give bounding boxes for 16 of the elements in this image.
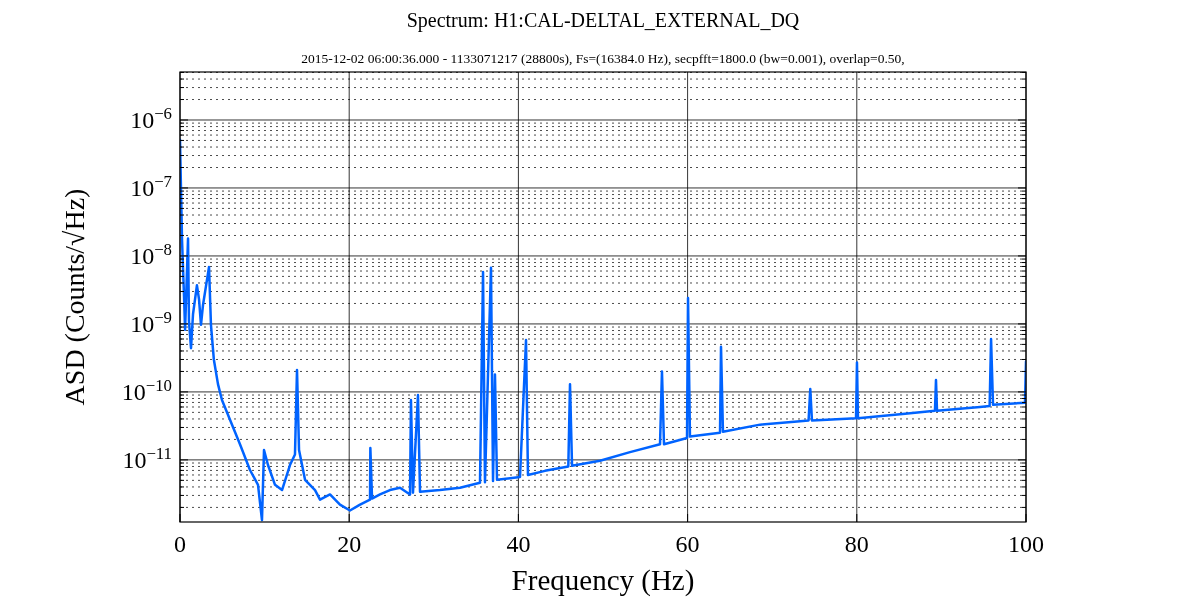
y-tick-label: 10$^{−6}$ [130, 103, 172, 133]
y-tick-label: 10$^{−9}$ [130, 307, 172, 337]
x-axis-title: Frequency (Hz) [511, 564, 695, 597]
chart-subtitle: 2015-12-02 06:00:36.000 - 1133071217 (28800s), Fs=(16384.0 Hz), secpfft=1800.0 (bw=0.001), overlap=0.50, [301, 51, 905, 66]
x-tick-label: 80 [844, 531, 869, 557]
x-tick-label: 0 [174, 531, 186, 557]
x-tick-label: 20 [337, 531, 362, 557]
x-tick-label: 60 [675, 531, 700, 557]
y-tick-label: 10$^{−8}$ [130, 239, 172, 269]
chart-title: Spectrum: H1:CAL-DELTAL_EXTERNAL_DQ [406, 9, 800, 32]
y-tick-label: 10$^{−10}$ [121, 375, 172, 405]
x-tick-label: 100 [1008, 531, 1044, 557]
x-tick-label: 40 [506, 531, 531, 557]
y-axis-title: ASD (Counts/√Hz) [59, 188, 90, 406]
y-tick-label: 10$^{−7}$ [130, 171, 172, 201]
y-tick-label: 10$^{−11}$ [122, 443, 172, 473]
